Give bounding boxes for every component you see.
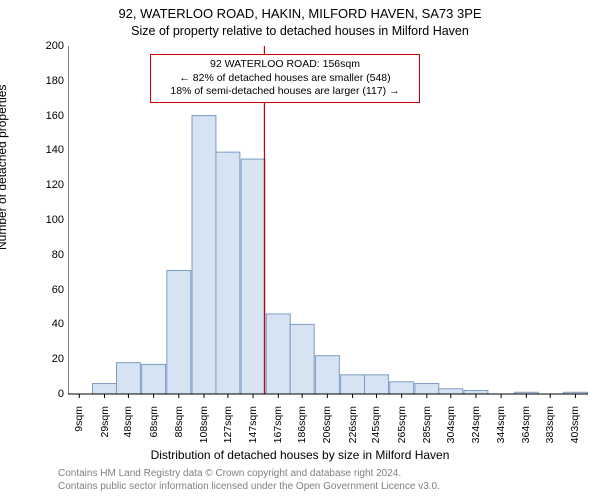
callout-line2: ← 82% of detached houses are smaller (54… xyxy=(157,72,413,86)
y-tick-label: 100 xyxy=(34,214,64,226)
y-axis-label: Number of detached properties xyxy=(0,85,9,250)
y-tick-label: 40 xyxy=(34,318,64,330)
chart-container: { "title_line1": "92, WATERLOO ROAD, HAK… xyxy=(0,0,600,500)
y-tick-label: 140 xyxy=(34,144,64,156)
footnote-line1: Contains HM Land Registry data © Crown c… xyxy=(58,468,440,481)
y-tick-label: 200 xyxy=(34,40,64,52)
chart-title-address: 92, WATERLOO ROAD, HAKIN, MILFORD HAVEN,… xyxy=(0,6,600,21)
footnote-line2: Contains public sector information licen… xyxy=(58,481,440,494)
callout-line1: 92 WATERLOO ROAD: 156sqm xyxy=(157,58,413,72)
y-tick-label: 0 xyxy=(34,388,64,400)
y-tick-label: 160 xyxy=(34,110,64,122)
chart-subtitle: Size of property relative to detached ho… xyxy=(0,24,600,38)
y-tick-label: 80 xyxy=(34,249,64,261)
callout-line3: 18% of semi-detached houses are larger (… xyxy=(157,85,413,99)
x-axis-label: Distribution of detached houses by size … xyxy=(0,448,600,462)
reference-callout: 92 WATERLOO ROAD: 156sqm ← 82% of detach… xyxy=(150,54,420,103)
y-tick-label: 120 xyxy=(34,179,64,191)
y-tick-label: 20 xyxy=(34,353,64,365)
y-tick-label: 180 xyxy=(34,75,64,87)
y-tick-label: 60 xyxy=(34,284,64,296)
footnote: Contains HM Land Registry data © Crown c… xyxy=(58,468,440,493)
